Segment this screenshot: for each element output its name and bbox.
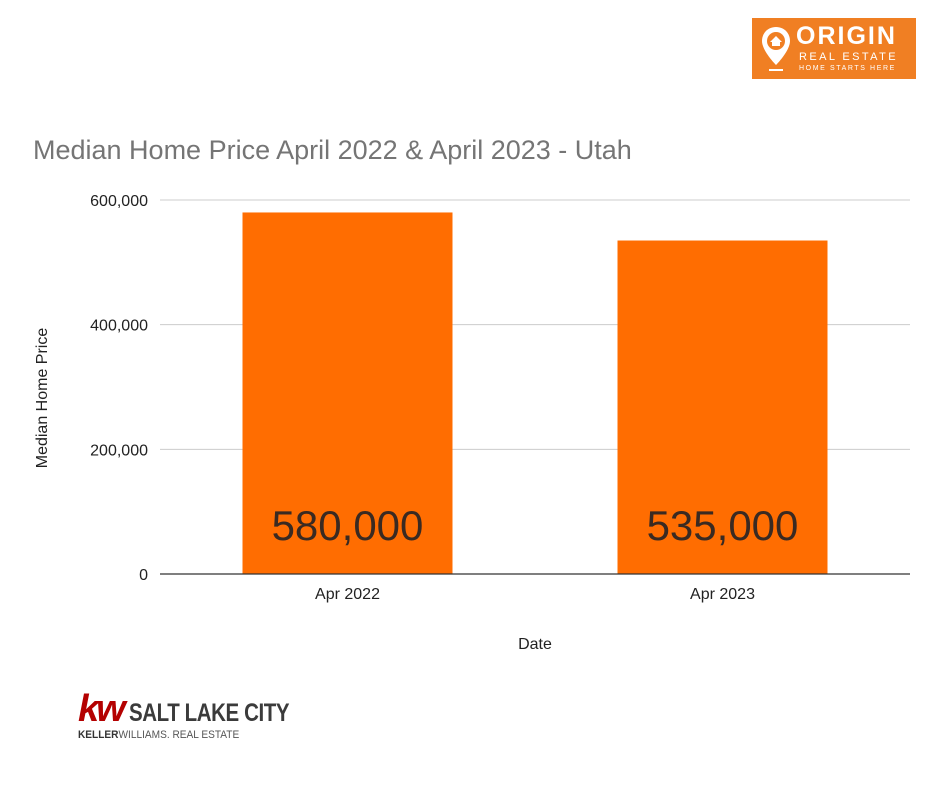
x-tick-label: Apr 2023 xyxy=(690,586,755,603)
data-labels: 580,000 535,000 xyxy=(272,502,799,549)
y-axis-label: Median Home Price xyxy=(34,328,51,469)
data-label: 535,000 xyxy=(647,502,799,549)
kw-subtitle: KELLERWILLIAMS. REAL ESTATE xyxy=(78,729,239,741)
x-tick-labels: Apr 2022 Apr 2023 xyxy=(315,586,755,603)
y-tick-labels: 0 200,000 400,000 600,000 xyxy=(90,193,148,584)
kw-city: SALT LAKE CITY xyxy=(129,699,289,728)
x-tick-label: Apr 2022 xyxy=(315,586,380,603)
kw-subtitle-bold: KELLER xyxy=(78,729,118,741)
data-label: 580,000 xyxy=(272,502,424,549)
kw-mark: kw xyxy=(78,688,123,731)
kw-subtitle-rest: WILLIAMS. REAL ESTATE xyxy=(118,729,239,741)
y-tick-label: 200,000 xyxy=(90,442,148,459)
y-tick-label: 0 xyxy=(139,567,148,584)
x-axis-label: Date xyxy=(518,636,552,653)
y-tick-label: 600,000 xyxy=(90,193,148,210)
y-tick-label: 400,000 xyxy=(90,318,148,335)
keller-williams-logo: kw SALT LAKE CITY KELLERWILLIAMS. REAL E… xyxy=(78,692,338,744)
